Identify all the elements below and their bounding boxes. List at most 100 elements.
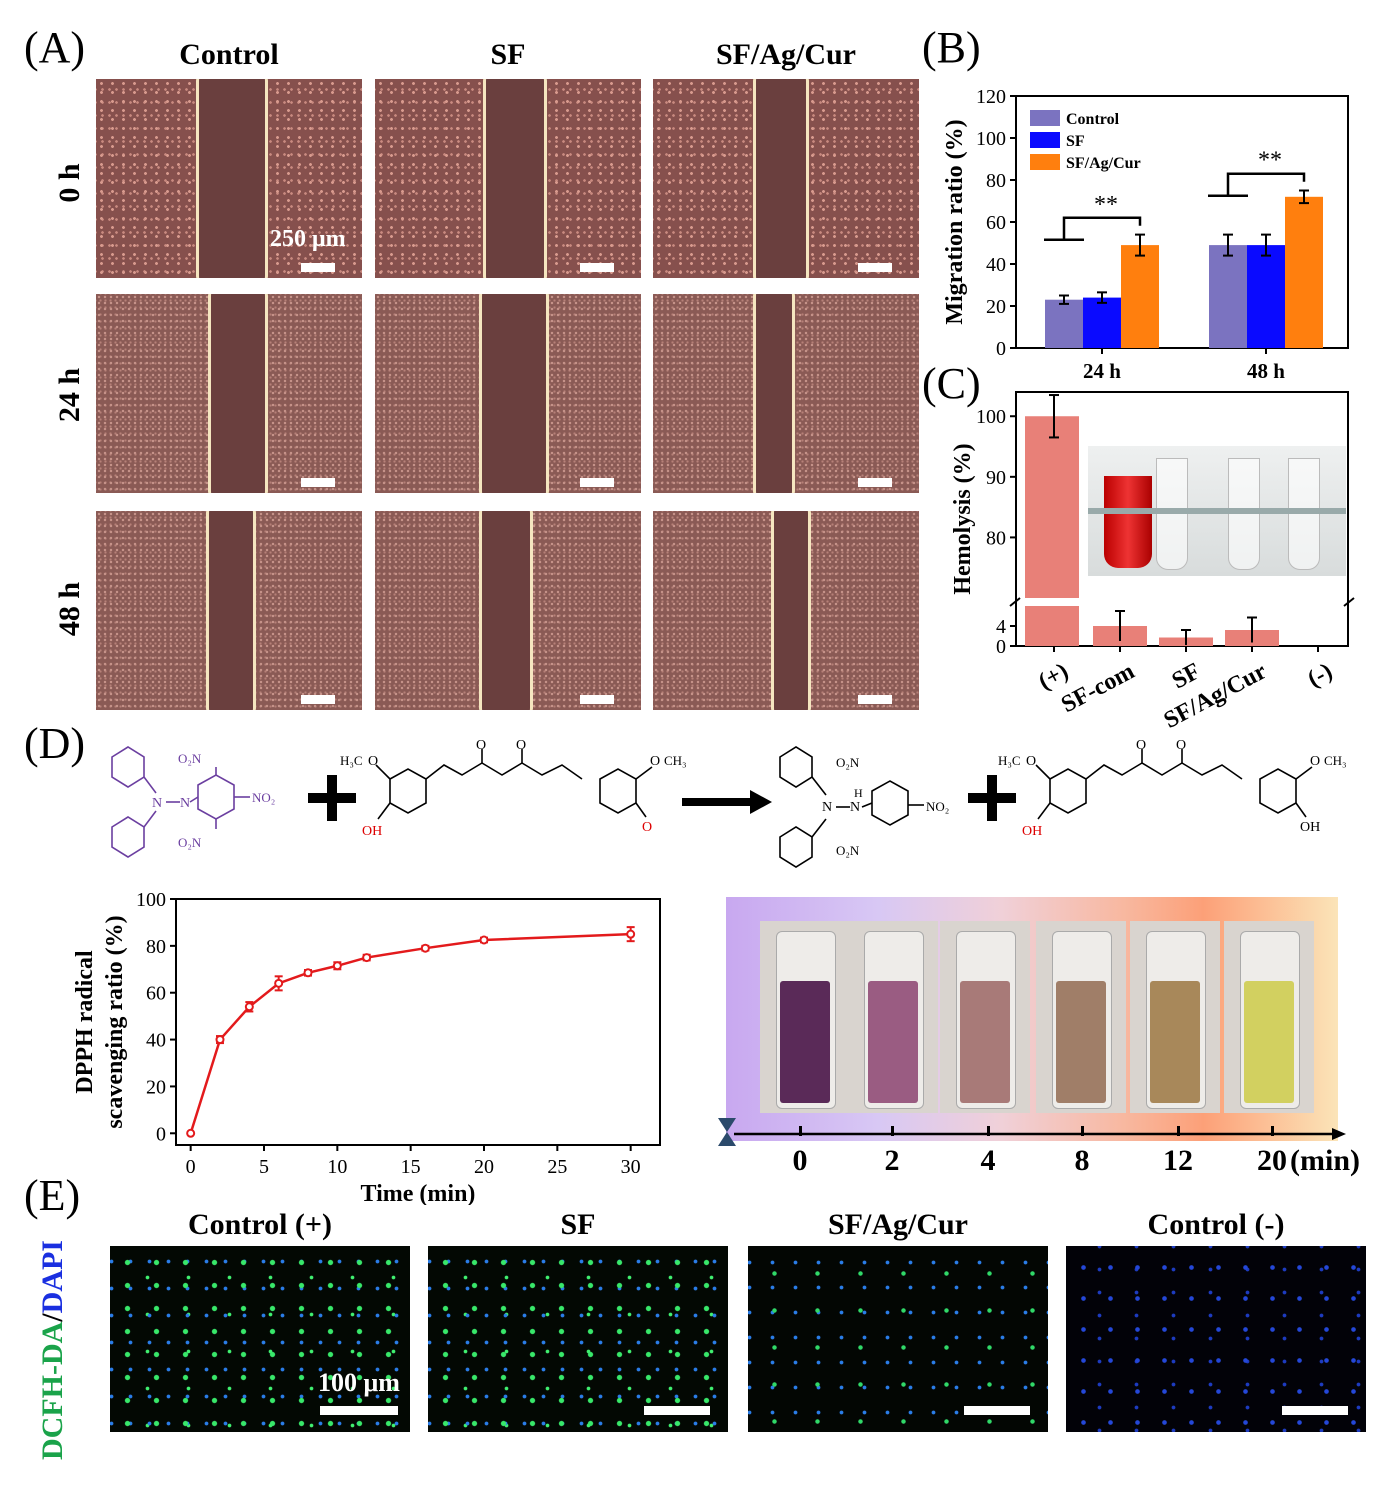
vial-time-tick <box>1081 1126 1084 1136</box>
axis-break-mark <box>1343 597 1355 607</box>
curcumin-molecule <box>1035 749 1313 820</box>
vial-photo <box>1224 921 1314 1113</box>
dpph-h-no2-right: NO₂ <box>926 799 949 814</box>
bar-sf <box>1247 245 1285 348</box>
bar-control <box>1045 299 1083 348</box>
x-tick-label: 15 <box>401 1156 421 1178</box>
scale-label-100um: 100 μm <box>318 1368 400 1397</box>
row-header-24h: 24 h <box>53 367 86 423</box>
sig-bracket <box>1062 216 1142 240</box>
legend-label: SF/Ag/Cur <box>1066 155 1141 172</box>
sig-bracket <box>1226 172 1306 196</box>
curcumin2-o-right: O <box>1310 754 1320 769</box>
dpph-no2-right: NO₂ <box>252 790 275 805</box>
dpph-molecule <box>111 746 250 858</box>
scale-bar <box>580 478 614 487</box>
dpph-h-n1: N <box>822 800 832 815</box>
legend-swatch <box>1030 110 1060 126</box>
x-tick-label: 24 h <box>1083 359 1121 380</box>
fluo-header-sf: SF <box>560 1208 596 1241</box>
fluo-header-control-neg: Control (-) <box>1147 1208 1285 1241</box>
vial-time-label: 8 <box>1074 1144 1090 1177</box>
x-tick-label: SF-com <box>1057 658 1139 718</box>
dpph-scavenging-chart: 0 20 40 60 80 100 0 5 10 15 20 25 30 Time (min) DPPH r… <box>72 889 661 1205</box>
data-point <box>420 943 430 953</box>
fluo-image-sf <box>428 1246 728 1432</box>
stain-dcfh-label: DCFH-DA <box>36 1321 69 1460</box>
y-tick-label: 120 <box>976 86 1006 108</box>
vial-liquid <box>1244 981 1294 1103</box>
x-tick-label: 25 <box>547 1156 567 1178</box>
x-tick-label: 10 <box>327 1156 347 1178</box>
curcumin-o-radical-label: O <box>642 820 652 835</box>
fluo-image-control-neg <box>1066 1246 1366 1432</box>
vial-time-label: 4 <box>980 1144 996 1177</box>
stain-dapi-label: DAPI <box>36 1240 69 1314</box>
panel-label-a: (A) <box>24 23 86 72</box>
vial-time-tick <box>987 1126 990 1136</box>
stain-label: DCFH-DA/DAPI <box>36 1240 70 1460</box>
vial-time-tick <box>1271 1126 1274 1136</box>
y-tick-label: 40 <box>146 1030 166 1052</box>
curcumin-o-keto2: O <box>516 738 526 753</box>
vial-time-label: 12 <box>1163 1144 1193 1177</box>
curcumin2-h3c-label: H₃C <box>998 753 1021 768</box>
data-point <box>332 961 342 971</box>
curcumin-h3c-label: H₃C <box>340 753 363 768</box>
wound-gap <box>483 79 547 278</box>
y-tick-label: 100 <box>976 406 1006 428</box>
legend-label: SF <box>1066 133 1085 150</box>
column-header-sfagcur: SF/Ag/Cur <box>715 38 856 71</box>
bar-hemolysis <box>1025 416 1079 598</box>
bar-control <box>1209 245 1247 348</box>
x-axis-label: Time (min) <box>361 1181 476 1205</box>
data-point <box>186 1128 196 1138</box>
curcumin2-ch3-label: CH₃ <box>1324 753 1347 768</box>
bar-sf <box>1083 297 1121 348</box>
vial-time-tick <box>1177 1126 1180 1136</box>
vial-time-label: 2 <box>884 1144 900 1177</box>
y-tick-label: 80 <box>986 170 1006 192</box>
x-tick-label: 30 <box>621 1156 641 1178</box>
dpph-series-line <box>189 932 631 1134</box>
wound-image-control-0h <box>96 79 362 278</box>
y-tick-label: 100 <box>976 128 1006 150</box>
data-point <box>303 968 313 978</box>
curcumin-o-left: O <box>368 754 378 769</box>
panel-label-d: (D) <box>24 719 86 768</box>
vial-photo <box>848 921 938 1113</box>
wound-image-sfagcur-0h <box>653 79 919 278</box>
x-tick-label: (-) <box>1303 658 1336 692</box>
curcumin-o-keto1: O <box>476 738 486 753</box>
wound-gap <box>479 294 549 493</box>
data-point <box>215 1035 225 1045</box>
wound-image-control-24h <box>96 294 362 493</box>
legend-label: Control <box>1066 111 1120 128</box>
curcumin2-oh-right: OH <box>1300 820 1320 835</box>
legend-swatch <box>1030 132 1060 148</box>
vial-liquid <box>960 981 1010 1103</box>
significance-label: ** <box>1258 148 1282 174</box>
dpph-h-hydrogen: H <box>854 786 863 800</box>
y-tick-label: 100 <box>136 889 166 911</box>
y-tick-label: 0 <box>996 636 1006 658</box>
scale-bar <box>301 478 335 487</box>
wound-gap <box>196 79 268 278</box>
vial-time-label: 0 <box>792 1144 808 1177</box>
y-axis-label-line1: DPPH radical <box>72 950 98 1094</box>
y-tick-label: 40 <box>986 254 1006 276</box>
vial-liquid <box>780 981 830 1103</box>
y-tick-label: 60 <box>146 983 166 1005</box>
dpph-n1: N <box>152 796 162 811</box>
dpph-reaction-scheme: N N O₂N NO₂ O₂N H₃C O O O O CH₃ OH O N N… <box>111 738 1347 868</box>
curcumin2-o-left: O <box>1026 754 1036 769</box>
vial-liquid <box>1150 981 1200 1103</box>
y-tick-label: 60 <box>986 212 1006 234</box>
vial-time-unit: (min) <box>1290 1144 1360 1177</box>
vial-time-tick <box>799 1126 802 1136</box>
wound-image-sf-48h <box>375 511 641 710</box>
scale-label-250um: 250 μm <box>270 226 346 252</box>
plus-icon-1 <box>308 775 356 821</box>
bar-sfagcur <box>1285 196 1323 348</box>
